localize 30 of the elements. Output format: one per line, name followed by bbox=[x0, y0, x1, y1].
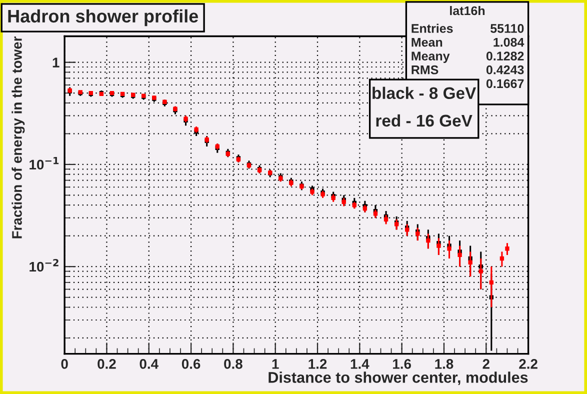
x-tick-label: 0.2 bbox=[98, 359, 116, 369]
annotation: 0.4243 bbox=[486, 65, 524, 74]
annotation: RMS bbox=[412, 65, 438, 74]
annotation: 0.1282 bbox=[486, 52, 524, 60]
x-tick-label: 0.6 bbox=[182, 359, 200, 369]
x-tick-label: 0.4 bbox=[140, 359, 158, 369]
x-tick-label: 1.6 bbox=[393, 359, 411, 369]
annotation: Meany bbox=[412, 52, 450, 63]
annotation: 1.084 bbox=[494, 38, 524, 47]
chart-title: Hadron shower profile bbox=[8, 9, 198, 26]
x-tick-label: 1.8 bbox=[435, 359, 454, 369]
x-tick-label: 2.2 bbox=[519, 359, 538, 369]
text: lat16h bbox=[450, 6, 485, 16]
y-tick-label: 1 bbox=[52, 58, 60, 68]
x-tick-label: 1 bbox=[272, 359, 279, 369]
text: 55110 bbox=[490, 24, 524, 33]
annotation: red - 16 GeV bbox=[376, 114, 472, 127]
annotation: 0.1667 bbox=[486, 79, 524, 88]
y-tick-label: 10$^{−2}$ bbox=[30, 258, 58, 272]
annotation: black - 8 GeV bbox=[372, 86, 476, 100]
x-tick-label: 2 bbox=[482, 359, 490, 369]
x-tick-label: 0 bbox=[61, 359, 68, 369]
text: Entries bbox=[412, 24, 453, 33]
x-tick-label: 0.8 bbox=[224, 359, 242, 369]
x-tick-label: 1.2 bbox=[308, 359, 327, 369]
x-axis-title: Distance to shower center, modules bbox=[268, 372, 528, 386]
x-tick-label: 1.4 bbox=[350, 359, 370, 369]
annotation: Mean bbox=[412, 38, 442, 47]
y-axis-title: Fraction of energy in the tower bbox=[12, 36, 25, 238]
y-tick-label: 10$^{−1}$ bbox=[30, 156, 59, 170]
